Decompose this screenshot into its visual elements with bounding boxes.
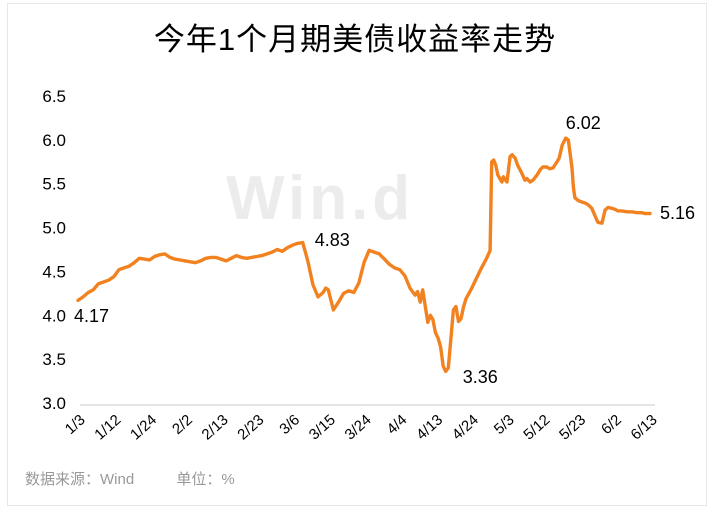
yield-trend-line [76, 136, 652, 374]
y-axis-tick: 4.5 [42, 262, 66, 281]
value-annotation: 6.02 [565, 113, 601, 134]
x-axis-tick: 2/13 [199, 411, 232, 443]
x-axis-tick: 4/13 [413, 411, 446, 443]
chart-footer: 数据来源：Wind 单位：% [25, 468, 273, 489]
y-axis-tick: 3.0 [42, 394, 66, 413]
data-source-label: 数据来源：Wind [25, 471, 135, 488]
x-axis-tick: 4/4 [384, 411, 411, 438]
x-axis-tick: 2/2 [169, 411, 196, 438]
y-axis-tick: 5.0 [42, 219, 66, 238]
value-annotation: 3.36 [462, 367, 498, 388]
y-axis-tick: 6.0 [42, 131, 66, 150]
y-axis-tick: 4.0 [42, 306, 66, 325]
y-axis-tick: 3.5 [42, 350, 66, 369]
x-axis-tick: 3/24 [342, 411, 375, 443]
value-annotation: 5.16 [660, 202, 696, 223]
chart-card [7, 3, 707, 506]
y-axis-tick: 5.5 [42, 175, 66, 194]
x-axis-tick: 4/24 [449, 411, 482, 443]
x-axis-tick: 2/23 [234, 411, 267, 443]
value-annotation: 4.17 [74, 306, 110, 327]
x-axis-tick: 6/2 [598, 411, 625, 438]
x-axis-tick: 3/6 [276, 411, 303, 438]
wind-watermark: Win.d [226, 164, 415, 233]
x-axis-tick: 5/3 [491, 411, 518, 438]
y-axis-tick: 6.5 [42, 87, 66, 106]
x-axis-tick: 1/24 [127, 411, 160, 443]
x-axis-tick: 5/23 [556, 411, 589, 443]
x-axis-tick: 1/3 [62, 411, 89, 438]
chart-title: 今年1个月期美债收益率走势 [153, 22, 557, 57]
value-annotation: 4.83 [314, 230, 350, 251]
x-axis-tick: 5/12 [520, 411, 553, 443]
x-axis-tick: 1/12 [91, 411, 124, 443]
x-axis-tick: 3/15 [306, 411, 339, 443]
unit-label: 单位：% [176, 471, 235, 488]
x-axis-tick: 6/13 [628, 411, 661, 443]
